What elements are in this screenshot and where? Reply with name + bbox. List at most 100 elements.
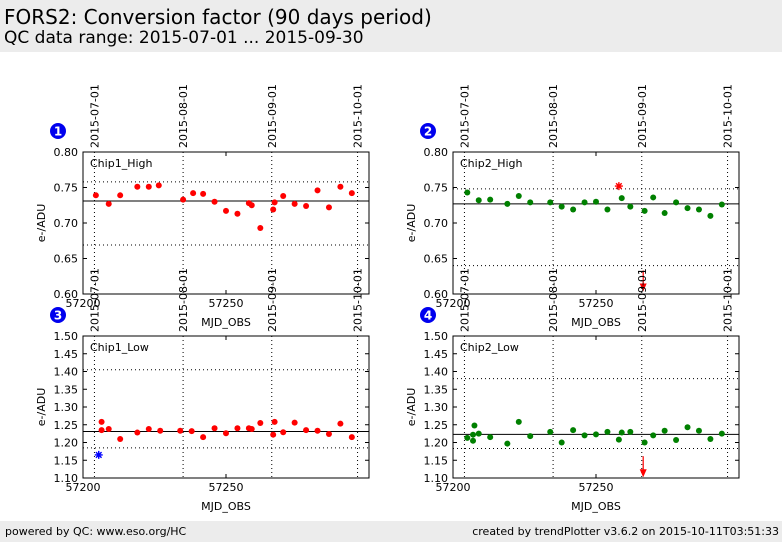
panel3-data-point (314, 427, 321, 434)
panel4-data-point (475, 430, 482, 437)
panel1-data-point (257, 224, 264, 231)
panel1-badge-circle (50, 123, 66, 139)
panel2-x-tick-label: 57200 (436, 297, 471, 310)
panel4-date-tick-label: 2015-07-01 (458, 268, 471, 332)
panel4-data-point (570, 427, 577, 434)
panel4-data-point (470, 437, 477, 444)
panel3-data-point (211, 425, 218, 432)
panel3-data-point (157, 427, 164, 434)
panel2-data-point (475, 197, 482, 204)
panel3-x-tick-label: 57250 (209, 481, 244, 494)
panel4-data-point (615, 436, 622, 443)
panel2-badge-number: 2 (424, 125, 432, 139)
panel2-data-point (464, 189, 471, 196)
panel1-y-axis-label: e-/ADU (35, 204, 48, 243)
panel1-data-point (325, 204, 332, 211)
panel3-data-point (337, 420, 344, 427)
panel1-data-point (145, 183, 152, 190)
panel1-data-point (223, 207, 229, 214)
panel4-data-point (627, 428, 634, 435)
page-header: FORS2: Conversion factor (90 days period… (0, 0, 782, 52)
panel2-y-tick-label: 0.80 (424, 146, 449, 159)
panel2-y-tick-label: 0.70 (424, 217, 449, 230)
panel3-data-point (134, 429, 141, 436)
panel4-data-point (707, 435, 714, 442)
panel1-data-point (92, 192, 99, 199)
panel1-y-tick-label: 0.65 (54, 253, 79, 266)
panel2-outlier-star (614, 182, 623, 191)
panel4-data-point (581, 432, 588, 439)
panel1-data-point (180, 196, 187, 203)
panel4-data-point (684, 424, 691, 431)
panel3-data-point (348, 434, 355, 441)
panel3-data-point (270, 431, 277, 438)
panel2-data-point (558, 203, 565, 210)
panel3-data-point (271, 418, 278, 425)
panel2-data-point (487, 196, 494, 203)
panel4-date-tick-label: 2015-08-01 (547, 268, 560, 332)
panel3-data-point (145, 426, 152, 433)
panel4-data-point (673, 437, 680, 444)
trend-plots: 2015-07-01 2015-08-01 2015-09-01 2015-10-01… (35, 84, 740, 513)
panel3-badge-circle (50, 307, 66, 323)
panel4-y-tick-label: 1.50 (424, 330, 449, 343)
panel4-outlier-arrow-head (639, 469, 647, 478)
panel3-x-tick-label: 57200 (66, 481, 101, 494)
panel3-data-point (248, 426, 255, 433)
panel4-data-point (515, 418, 522, 425)
panel1-date-tick-label: 2015-07-01 (88, 84, 101, 148)
panel3-data-point (325, 430, 332, 437)
panel1-data-point (271, 199, 278, 206)
panel1-data-point (105, 200, 112, 207)
panel3-y-tick-label: 1.20 (54, 437, 79, 450)
panel3-data-point (234, 425, 241, 432)
panel1-data-point (234, 210, 241, 217)
footer-created-by: created by trendPlotter v3.6.2 on 2015-1… (472, 525, 779, 538)
panel3-y-tick-label: 1.50 (54, 330, 79, 343)
panel1-data-point (117, 192, 124, 199)
panel1-data-point (314, 187, 321, 194)
panel3-date-tick-label: 2015-07-01 (88, 268, 101, 332)
panel1-data-point (303, 202, 310, 209)
panel4-data-point (527, 433, 534, 440)
panel2-data-point (515, 193, 522, 200)
panel2-date-tick-label: 2015-08-01 (547, 84, 560, 148)
panel1-data-point (348, 190, 355, 197)
panel3-x-axis-label: MJD_OBS (201, 500, 251, 513)
panel1-y-tick-label: 0.70 (54, 217, 79, 230)
panel2-data-point (684, 205, 691, 212)
panel3-date-tick-label: 2015-09-01 (266, 268, 279, 332)
panel4-data-point (504, 440, 511, 447)
panel1-data-point (211, 198, 218, 205)
panel4-chip-label: Chip2_Low (460, 341, 519, 354)
panel3-y-tick-label: 1.25 (54, 419, 79, 432)
panel2-badge-circle (420, 123, 436, 139)
panel2-data-point (604, 206, 611, 213)
panel1-data-point (337, 183, 344, 190)
panel3-data-point (291, 419, 298, 426)
panel4-data-point (471, 422, 478, 429)
panel1-data-point (190, 190, 197, 197)
panel4-y-tick-label: 1.15 (424, 454, 449, 467)
footer-powered-by: powered by QC: www.eso.org/HC (5, 525, 187, 538)
panel4-y-tick-label: 1.30 (424, 401, 449, 414)
page-subtitle: QC data range: 2015-07-01 ... 2015-09-30 (4, 28, 364, 48)
panel4-y-tick-label: 1.45 (424, 348, 449, 361)
panel3-y-tick-label: 1.35 (54, 383, 79, 396)
panel1-badge-number: 1 (54, 125, 62, 139)
panel4-x-tick-label: 57250 (579, 481, 614, 494)
panel3-data-point (257, 419, 264, 426)
panel1-data-point (134, 183, 141, 190)
panel2-date-tick-label: 2015-07-01 (458, 84, 471, 148)
panel3-data-point (105, 426, 112, 433)
panel4-y-tick-label: 1.20 (424, 437, 449, 450)
panel3-date-tick-label: 2015-08-01 (177, 268, 190, 332)
panel2-data-point (527, 199, 534, 206)
panel3-y-axis-label: e-/ADU (35, 388, 48, 427)
panel3-data-point (303, 427, 310, 434)
panel2-data-point (707, 212, 714, 219)
panel4-x-tick-label: 57200 (436, 481, 471, 494)
panel3-y-tick-label: 1.40 (54, 366, 79, 379)
panel4-data-point (650, 432, 657, 439)
panel2-data-point (504, 200, 511, 207)
